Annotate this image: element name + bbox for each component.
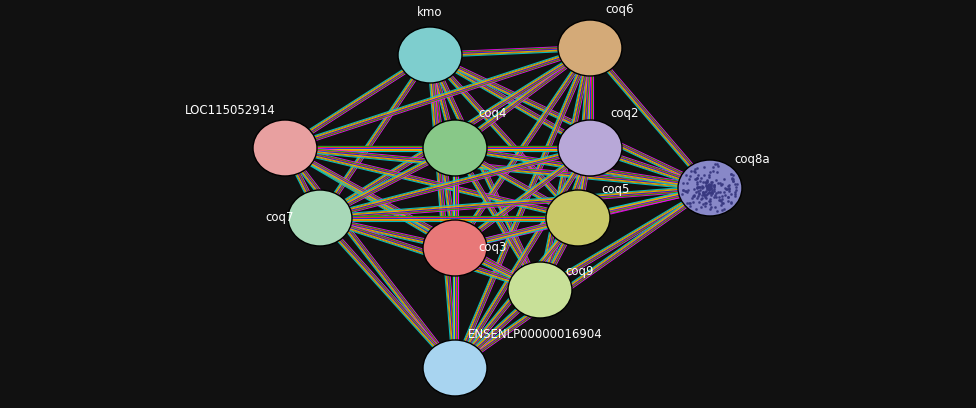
Text: coq8a: coq8a xyxy=(734,153,770,166)
Ellipse shape xyxy=(558,20,622,76)
Text: coq6: coq6 xyxy=(606,4,634,16)
Ellipse shape xyxy=(423,220,487,276)
Text: LOC115052914: LOC115052914 xyxy=(184,104,275,117)
Text: coq5: coq5 xyxy=(602,184,630,197)
Ellipse shape xyxy=(398,27,462,83)
Text: coq9: coq9 xyxy=(566,266,594,279)
Text: kmo: kmo xyxy=(418,7,443,20)
Text: coq2: coq2 xyxy=(611,107,639,120)
Ellipse shape xyxy=(288,190,352,246)
Ellipse shape xyxy=(678,160,742,216)
Ellipse shape xyxy=(423,340,487,396)
Ellipse shape xyxy=(558,120,622,176)
Ellipse shape xyxy=(546,190,610,246)
Ellipse shape xyxy=(253,120,317,176)
Text: coq4: coq4 xyxy=(479,107,508,120)
Text: coq7: coq7 xyxy=(265,211,294,224)
Ellipse shape xyxy=(508,262,572,318)
Text: coq3: coq3 xyxy=(479,242,508,255)
Text: ENSENLP00000016904: ENSENLP00000016904 xyxy=(468,328,602,341)
Ellipse shape xyxy=(423,120,487,176)
